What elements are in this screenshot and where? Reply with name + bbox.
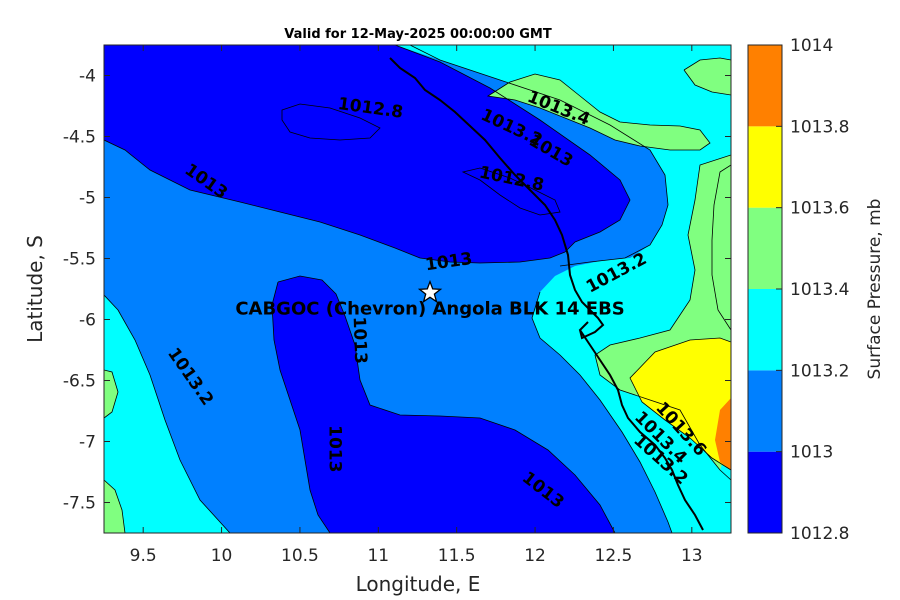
contour-line bbox=[104, 294, 231, 533]
contour-line bbox=[104, 369, 119, 419]
x-axis-ticks: 9.5 10 10.5 11 11.5 12 12.5 13 bbox=[130, 45, 703, 566]
fill-band-1013-6-south bbox=[630, 338, 731, 470]
x-tick-label: 11.5 bbox=[438, 546, 476, 566]
contour-line bbox=[486, 73, 711, 151]
x-tick-label: 12 bbox=[524, 546, 546, 566]
colorbar-tick-label: 1012.8 bbox=[790, 524, 849, 544]
colorbar-segment bbox=[748, 289, 782, 371]
fill-band-1012-8-south bbox=[272, 276, 615, 533]
fill-band-1012-8-north bbox=[104, 45, 630, 263]
contour-line bbox=[104, 139, 566, 264]
x-axis-label: Longitude, E bbox=[356, 572, 481, 596]
colorbar-tick-label: 1014 bbox=[790, 36, 833, 56]
contour-line bbox=[409, 45, 669, 267]
contour-line bbox=[629, 337, 731, 471]
contour-line bbox=[277, 275, 616, 533]
contour-line bbox=[711, 164, 731, 331]
contour-lines bbox=[104, 45, 731, 533]
y-tick-label: -4 bbox=[79, 67, 96, 87]
x-tick-label: 13 bbox=[681, 546, 703, 566]
contour-line bbox=[594, 154, 731, 481]
y-tick-label: -6 bbox=[79, 311, 96, 331]
contour-line bbox=[531, 291, 673, 533]
contour-line bbox=[394, 45, 631, 253]
plot-frame bbox=[103, 44, 732, 534]
site-label: CABGOC (Chevron) Angola BLK 14 EBS bbox=[235, 299, 624, 320]
contour-line bbox=[683, 57, 731, 71]
fill-band-1013-4-southwest bbox=[104, 480, 125, 533]
colorbar: 1012.8 1013 1013.2 1013.4 1013.6 1013.8 1014 bbox=[747, 36, 849, 544]
chart-title: Valid for 12-May-2025 00:00:00 GMT bbox=[284, 27, 552, 42]
contour-label: 1013 bbox=[324, 425, 344, 472]
colorbar-segment bbox=[748, 45, 782, 127]
contour-line bbox=[281, 103, 381, 141]
colorbar-tick-label: 1013.6 bbox=[790, 199, 849, 219]
coastline bbox=[389, 57, 704, 531]
plot-area bbox=[104, 45, 731, 533]
colorbar-tick-label: 1013.8 bbox=[790, 117, 849, 137]
y-tick-label: -5.5 bbox=[63, 250, 96, 270]
fill-band-1013-4-northeast bbox=[684, 58, 731, 95]
fill-band-1013-6 bbox=[712, 165, 731, 330]
contour-line bbox=[461, 167, 561, 216]
y-tick-label: -7 bbox=[79, 433, 96, 453]
contour-label: 1013 bbox=[349, 316, 371, 364]
y-tick-label: -4.5 bbox=[63, 128, 96, 148]
y-axis-label: Latitude, S bbox=[23, 235, 47, 343]
fill-band-1013-8 bbox=[715, 398, 731, 470]
colorbar-title: Surface Pressure, mb bbox=[865, 199, 885, 380]
fill-band-1013-4-north bbox=[488, 74, 710, 150]
x-tick-label: 9.5 bbox=[130, 546, 157, 566]
colorbar-segment bbox=[748, 207, 782, 289]
colorbar-tick-label: 1013 bbox=[790, 443, 833, 463]
x-tick-label: 11 bbox=[367, 546, 389, 566]
colorbar-tick-label: 1013.4 bbox=[790, 280, 849, 300]
colorbar-segment bbox=[748, 370, 782, 452]
y-tick-label: -6.5 bbox=[63, 372, 96, 392]
fill-band-1013-4-west bbox=[104, 370, 118, 418]
site-star-marker bbox=[417, 279, 443, 304]
x-tick-label: 12.5 bbox=[595, 546, 633, 566]
contour-line bbox=[104, 479, 126, 533]
site-marker-group: CABGOC (Chevron) Angola BLK 14 EBS bbox=[235, 279, 625, 320]
colorbar-tick-label: 1013.2 bbox=[790, 361, 849, 381]
y-axis-ticks: -4 -4.5 -5 -5.5 -6 -6.5 -7 -7.5 bbox=[63, 67, 731, 514]
x-tick-label: 10.5 bbox=[281, 546, 319, 566]
colorbar-segment bbox=[748, 451, 782, 533]
contour-line bbox=[271, 281, 331, 533]
x-tick-label: 10 bbox=[211, 546, 233, 566]
colorbar-segment bbox=[748, 126, 782, 208]
y-tick-label: -7.5 bbox=[63, 494, 96, 514]
y-tick-label: -5 bbox=[79, 189, 96, 209]
contour-line bbox=[683, 69, 731, 96]
